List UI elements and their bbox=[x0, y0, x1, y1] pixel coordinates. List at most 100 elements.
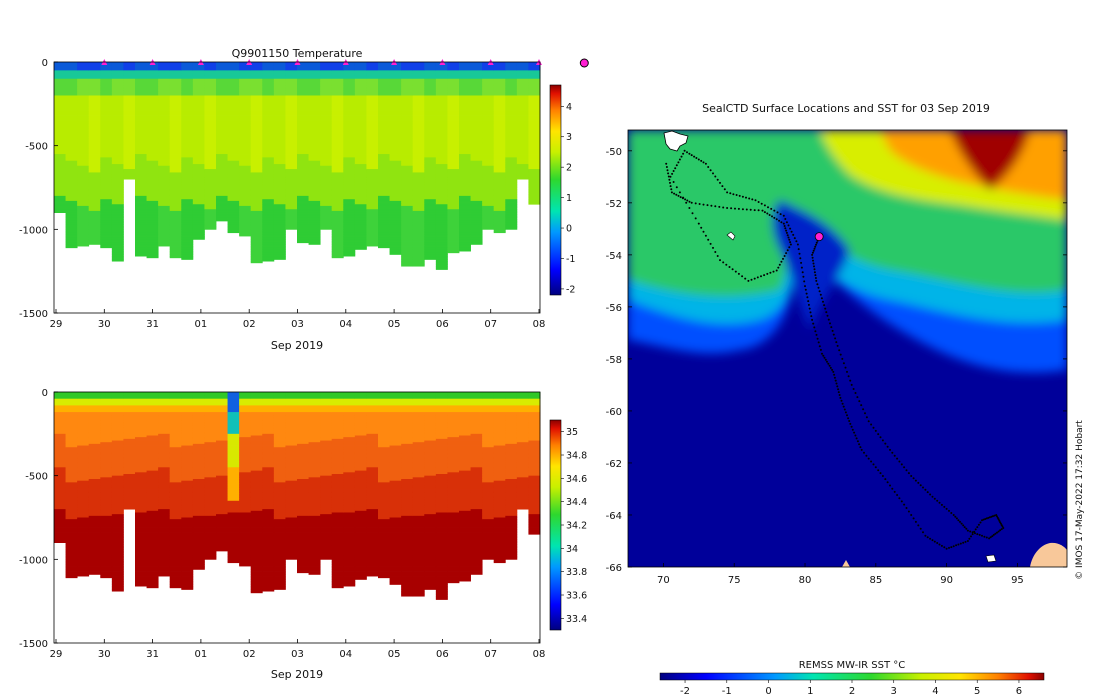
profile-cell bbox=[435, 256, 448, 259]
profile-cell bbox=[297, 145, 309, 148]
profile-cell bbox=[435, 72, 448, 75]
profile-cell bbox=[77, 443, 90, 446]
profile-cell bbox=[412, 219, 425, 222]
profile-cell bbox=[320, 155, 333, 158]
profile-cell bbox=[273, 100, 286, 103]
profile-cell bbox=[459, 132, 471, 135]
profile-cell bbox=[227, 172, 240, 175]
profile-cell bbox=[273, 242, 286, 245]
profile-cell bbox=[146, 133, 159, 137]
profile-cell bbox=[77, 241, 90, 244]
profile-cell bbox=[366, 87, 379, 90]
profile-cell bbox=[146, 175, 159, 178]
profile-cell bbox=[389, 102, 402, 105]
profile-cell bbox=[354, 220, 367, 224]
profile-cell bbox=[459, 82, 471, 85]
profile-cell bbox=[401, 199, 414, 202]
profile-cell bbox=[308, 68, 321, 71]
profile-cell bbox=[343, 200, 356, 203]
profile-cell bbox=[77, 220, 90, 224]
profile-cell bbox=[227, 98, 240, 101]
profile-cell bbox=[100, 234, 113, 237]
profile-cell bbox=[516, 98, 529, 101]
profile-cell bbox=[424, 80, 437, 83]
profile-cell bbox=[158, 215, 171, 219]
profile-cell bbox=[88, 128, 101, 131]
profile-cell bbox=[412, 254, 425, 257]
profile-cell bbox=[505, 72, 518, 75]
profile-cell bbox=[320, 122, 333, 125]
profile-cell bbox=[123, 100, 136, 103]
profile-cell bbox=[77, 236, 90, 239]
profile-cell bbox=[447, 197, 460, 200]
profile-cell bbox=[111, 187, 124, 190]
profile-cell bbox=[435, 252, 448, 255]
profile-cell bbox=[297, 93, 309, 96]
profile-cell bbox=[308, 122, 321, 125]
profile-cell bbox=[65, 72, 78, 75]
profile-cell bbox=[54, 107, 66, 110]
profile-cell bbox=[447, 152, 460, 155]
profile-cell bbox=[273, 118, 286, 121]
profile-cell bbox=[354, 127, 367, 130]
profile-cell bbox=[435, 165, 448, 168]
profile-cell bbox=[435, 122, 448, 125]
profile-cell bbox=[285, 154, 298, 157]
profile-cell bbox=[111, 154, 124, 157]
profile-cell bbox=[389, 239, 402, 242]
profile-cell bbox=[401, 189, 414, 192]
profile-cell bbox=[343, 67, 356, 70]
profile-cell bbox=[378, 87, 390, 90]
profile-cell bbox=[88, 505, 101, 508]
profile-cell bbox=[493, 103, 506, 106]
profile-cell bbox=[146, 202, 159, 205]
profile-cell bbox=[435, 257, 448, 260]
profile-cell bbox=[505, 194, 518, 197]
profile-cell bbox=[88, 179, 101, 182]
profile-cell bbox=[146, 232, 159, 235]
profile-cell bbox=[88, 495, 101, 498]
profile-cell bbox=[401, 118, 414, 121]
profile-cell bbox=[297, 78, 309, 81]
profile-cell bbox=[389, 231, 402, 234]
profile-cell bbox=[77, 400, 90, 403]
profile-cell bbox=[505, 174, 518, 177]
profile-cell bbox=[192, 145, 205, 148]
profile-cell bbox=[435, 133, 448, 137]
profile-cell bbox=[169, 220, 182, 224]
profile-cell bbox=[343, 167, 356, 170]
profile-cell bbox=[65, 418, 78, 421]
profile-cell bbox=[181, 113, 194, 116]
profile-cell bbox=[262, 70, 275, 73]
profile-cell bbox=[505, 138, 518, 142]
profile-cell bbox=[320, 179, 333, 182]
profile-cell bbox=[493, 155, 506, 158]
profile-cell bbox=[111, 157, 124, 160]
profile-cell bbox=[65, 164, 78, 167]
profile-cell bbox=[181, 117, 194, 120]
profile-cell bbox=[239, 138, 252, 142]
profile-cell bbox=[354, 130, 367, 133]
profile-cell bbox=[505, 127, 518, 130]
profile-cell bbox=[54, 85, 66, 88]
profile-cell bbox=[320, 219, 333, 222]
profile-cell bbox=[158, 239, 171, 242]
profile-cell bbox=[389, 155, 402, 158]
profile-cell bbox=[273, 197, 286, 200]
profile-cell bbox=[100, 149, 113, 152]
profile-cell bbox=[343, 100, 356, 103]
profile-cell bbox=[320, 217, 333, 220]
profile-cell bbox=[389, 149, 402, 152]
profile-cell bbox=[111, 234, 124, 237]
profile-cell bbox=[135, 83, 147, 86]
profile-cell bbox=[65, 457, 78, 460]
profile-cell bbox=[297, 219, 309, 222]
profile-cell bbox=[343, 110, 356, 113]
profile-cell bbox=[459, 200, 471, 203]
profile-cell bbox=[528, 177, 541, 180]
profile-cell bbox=[424, 118, 437, 121]
profile-cell bbox=[54, 445, 66, 448]
profile-cell bbox=[123, 140, 136, 143]
profile-cell bbox=[401, 237, 414, 240]
profile-cell bbox=[100, 132, 113, 135]
